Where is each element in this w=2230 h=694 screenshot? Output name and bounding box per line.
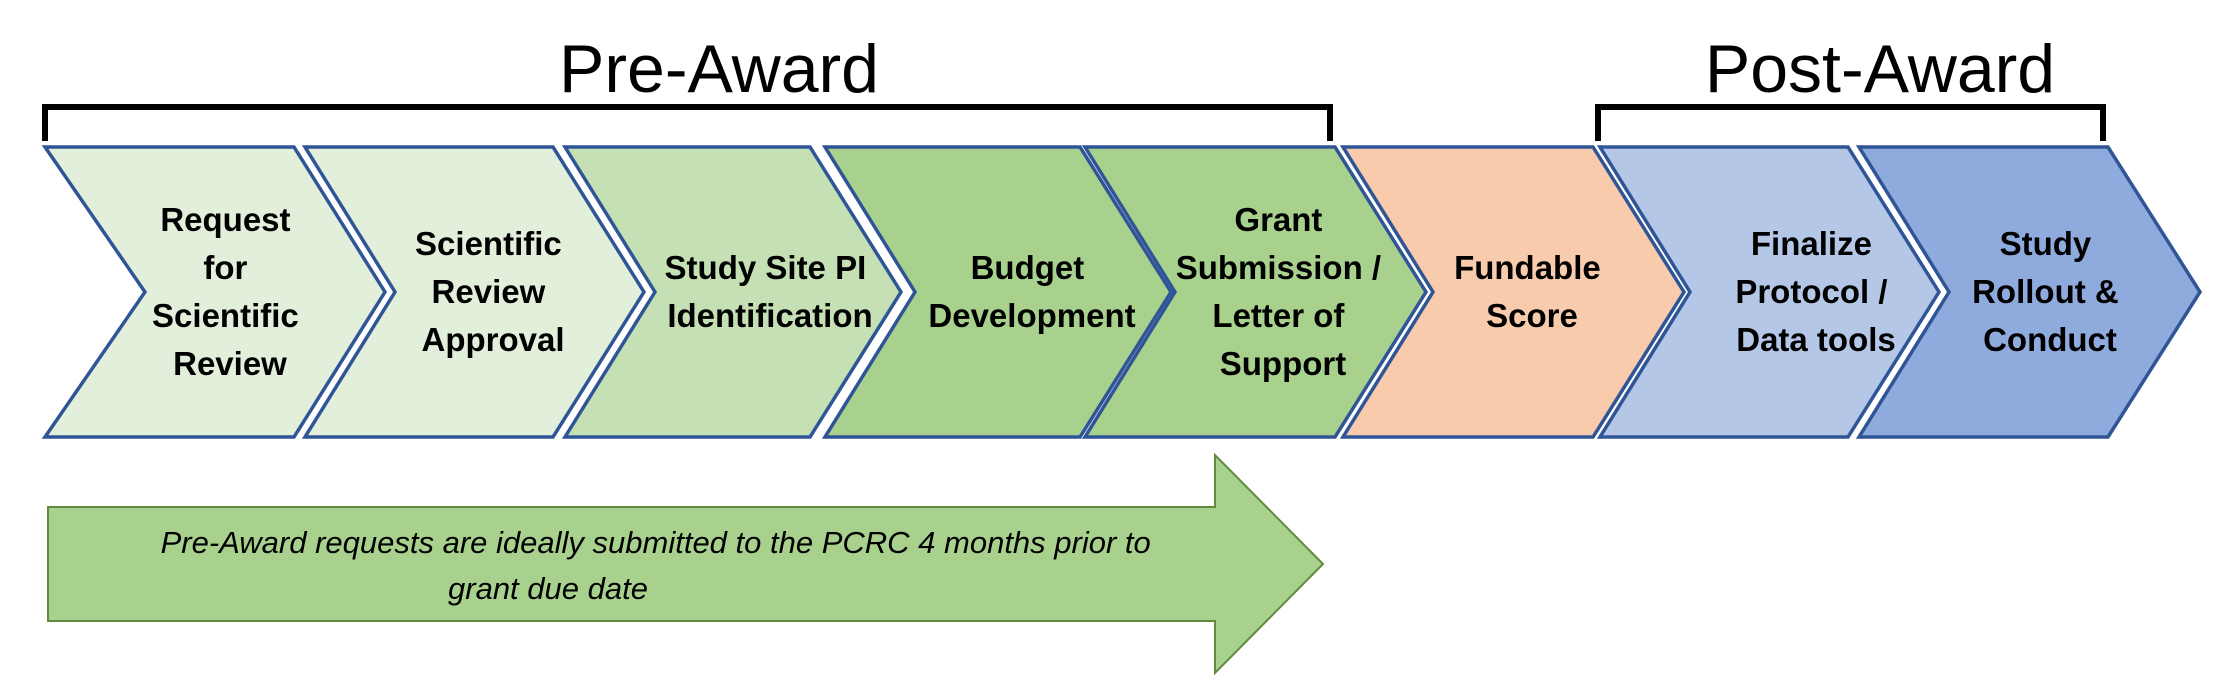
- step-label: Finalize Protocol / Data tools: [1735, 225, 1896, 358]
- note-text: Pre-Award requests are ideally submitted…: [161, 525, 1160, 606]
- step-label-line: Submission /: [1176, 249, 1381, 286]
- note-text-line: Pre-Award requests are ideally submitted…: [161, 525, 1151, 560]
- chevron-shape: [1596, 145, 1942, 439]
- step-label-line: Study Site PI: [665, 249, 867, 286]
- pre-award-timing-note: Pre-Award requests are ideally submitted…: [47, 452, 1325, 676]
- chevron-shape: [821, 145, 1174, 439]
- step-label-line: Finalize: [1751, 225, 1872, 262]
- step-label: Request for Scientific Review: [152, 201, 308, 382]
- chevron-shape: [561, 145, 904, 439]
- step-label: Study Site PI Identification: [665, 249, 876, 334]
- step-label-line: Conduct: [1983, 321, 2117, 358]
- step-label-line: for: [203, 249, 247, 286]
- step-study-rollout-and-conduct: Study Rollout & Conduct: [1855, 145, 2203, 439]
- step-label-line: Budget: [971, 249, 1085, 286]
- step-scientific-review-approval: Scientific Review Approval: [301, 145, 647, 439]
- step-label-line: Review: [173, 345, 287, 382]
- step-label-line: Fundable: [1454, 249, 1601, 286]
- note-arrow-shape: [47, 452, 1325, 676]
- step-label: Scientific Review Approval: [415, 225, 571, 358]
- step-label: Grant Submission / Letter of Support: [1176, 201, 1391, 382]
- step-label-line: Review: [432, 273, 546, 310]
- step-label-line: Letter of: [1212, 297, 1345, 334]
- step-budget-development: Budget Development: [821, 145, 1174, 439]
- post-award-bracket: [1595, 104, 2106, 141]
- step-label-line: Protocol /: [1735, 273, 1887, 310]
- step-label-line: Study: [2000, 225, 2092, 262]
- step-finalize-protocol-data-tools: Finalize Protocol / Data tools: [1596, 145, 1942, 439]
- note-text-line: grant due date: [448, 571, 648, 606]
- step-label-line: Grant: [1234, 201, 1322, 238]
- pre-award-title: Pre-Award: [559, 31, 879, 107]
- step-label: Budget Development: [928, 249, 1135, 334]
- chevron-shape: [1339, 145, 1687, 439]
- step-request-for-scientific-review: Request for Scientific Review: [41, 145, 388, 439]
- step-label: Study Rollout & Conduct: [1972, 225, 2128, 358]
- post-award-title: Post-Award: [1705, 31, 2055, 107]
- step-grant-submission-letter-of-support: Grant Submission / Letter of Support: [1081, 145, 1429, 439]
- chevron-shape: [41, 145, 388, 439]
- step-label: Fundable Score: [1454, 249, 1610, 334]
- chevron-shape: [301, 145, 647, 439]
- step-label-line: Score: [1486, 297, 1578, 334]
- step-label-line: Support: [1220, 345, 1346, 382]
- step-label-line: Identification: [667, 297, 872, 334]
- step-label-line: Scientific: [152, 297, 299, 334]
- step-label-line: Scientific: [415, 225, 562, 262]
- step-label-line: Request: [160, 201, 290, 238]
- step-label-line: Data tools: [1736, 321, 1896, 358]
- step-label-line: Approval: [421, 321, 564, 358]
- step-label-line: Rollout &: [1972, 273, 2119, 310]
- pre-award-bracket: [42, 104, 1333, 141]
- step-study-site-pi-identification: Study Site PI Identification: [561, 145, 904, 439]
- process-steps: Request for Scientific Review Scientific…: [41, 145, 2203, 439]
- chevron-shape: [1081, 145, 1429, 439]
- step-label-line: Development: [928, 297, 1135, 334]
- chevron-shape: [1855, 145, 2203, 439]
- step-fundable-score: Fundable Score: [1339, 145, 1687, 439]
